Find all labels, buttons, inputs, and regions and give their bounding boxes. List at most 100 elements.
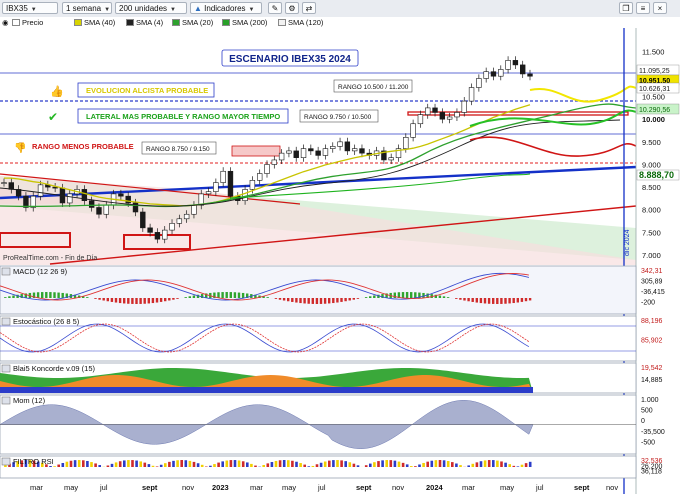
rsi-filter-bar bbox=[356, 465, 360, 467]
rsi-filter-bar bbox=[188, 460, 192, 467]
candle bbox=[498, 65, 504, 81]
candle bbox=[425, 103, 431, 119]
macd-histogram-bar bbox=[65, 293, 68, 298]
macd-histogram-bar bbox=[500, 298, 503, 304]
rsi-filter-bar bbox=[45, 464, 48, 467]
detach-button[interactable]: ❐ bbox=[619, 2, 633, 14]
rsi-filter-bar bbox=[12, 462, 15, 467]
close-button[interactable]: × bbox=[653, 2, 667, 14]
compare-tool-button[interactable]: ⇄ bbox=[302, 2, 316, 14]
series-toggle-sma4[interactable]: SMA (4) bbox=[126, 18, 163, 27]
candle bbox=[140, 207, 146, 232]
series-toggle-precio[interactable]: Precio bbox=[12, 18, 43, 27]
rsi-filter-bar bbox=[262, 464, 265, 467]
settings-tool-button[interactable]: ⚙ bbox=[285, 2, 299, 14]
y-tick-label: 9.000 bbox=[642, 160, 661, 169]
macd-histogram-bar bbox=[118, 298, 122, 304]
rsi-filter-bar bbox=[323, 461, 327, 467]
rsi-filter-bar bbox=[180, 460, 183, 467]
checkbox-icon bbox=[74, 19, 82, 26]
price-chart[interactable]: dic 2024 ESCENARIO IBEX35 2024 EVOLUCION… bbox=[0, 28, 680, 494]
series-toggle-sma40[interactable]: SMA (40) bbox=[74, 18, 115, 27]
macd-histogram-bar bbox=[332, 298, 335, 304]
rsi-filter-bar bbox=[192, 461, 196, 467]
macd-histogram-bar bbox=[282, 298, 286, 301]
rsi-filter-bar bbox=[401, 462, 405, 467]
candle bbox=[30, 192, 36, 212]
pane-tick-label: -500 bbox=[641, 439, 655, 446]
series-toggle-sma120[interactable]: SMA (120) bbox=[278, 18, 323, 27]
pane-label: MACD (12 26 9) bbox=[1, 267, 68, 276]
macd-histogram-bar bbox=[225, 292, 228, 298]
rsi-filter-bar bbox=[147, 464, 151, 467]
series-toggle-sma20[interactable]: SMA (20) bbox=[172, 18, 213, 27]
rsi-filter-bar bbox=[332, 460, 335, 467]
macd-histogram-bar bbox=[315, 298, 319, 304]
rango2-box bbox=[299, 109, 379, 123]
period-select[interactable]: 1 semana ▼ bbox=[62, 2, 112, 14]
symbol-select[interactable]: IBX35 ▼ bbox=[2, 2, 58, 14]
macd-histogram-bar bbox=[344, 298, 347, 302]
macd-histogram-bar bbox=[164, 298, 167, 302]
series-toggle-sma200[interactable]: SMA (200) bbox=[222, 18, 267, 27]
macd-histogram-bar bbox=[188, 296, 191, 298]
macd-histogram-bar bbox=[475, 298, 478, 303]
macd-histogram-bar bbox=[512, 298, 515, 304]
rsi-filter-bar bbox=[86, 460, 89, 467]
rsi-filter-bar bbox=[221, 461, 224, 467]
x-tick-label: may bbox=[64, 483, 78, 492]
macd-histogram-bar bbox=[106, 298, 109, 302]
candle bbox=[351, 144, 358, 155]
rsi-filter-bar bbox=[405, 464, 409, 467]
thumbs-up-icon: 👍 bbox=[50, 85, 64, 98]
candle bbox=[293, 146, 299, 162]
series-toggle-eye[interactable]: ◉ bbox=[2, 18, 9, 27]
pane-label: Blai5 Koncorde v.09 (15) bbox=[1, 364, 95, 373]
candle bbox=[278, 149, 285, 165]
macd-histogram-bar bbox=[528, 298, 532, 301]
y-tick-label: 7.000 bbox=[642, 251, 661, 260]
compare-icon: ⇄ bbox=[305, 4, 313, 13]
macd-histogram-bar bbox=[520, 298, 524, 302]
candle bbox=[227, 167, 234, 201]
macd-histogram-bar bbox=[471, 298, 474, 302]
rsi-filter-bar bbox=[254, 465, 257, 467]
macd-histogram-bar bbox=[463, 298, 466, 301]
x-tick-label: nov bbox=[182, 483, 194, 492]
rsi-filter-bar bbox=[516, 466, 520, 467]
candle bbox=[147, 223, 153, 237]
macd-histogram-bar bbox=[110, 298, 114, 302]
rsi-filter-bar bbox=[336, 460, 339, 467]
rsi-filter-bar bbox=[209, 465, 212, 467]
candle bbox=[359, 144, 365, 158]
check-icon: ✔ bbox=[48, 110, 58, 124]
rsi-filter-bar bbox=[282, 460, 286, 467]
macd-histogram-bar bbox=[57, 292, 60, 298]
macd-histogram-bar bbox=[205, 293, 208, 298]
macd-histogram-bar bbox=[438, 295, 442, 298]
macd-histogram-bar bbox=[319, 298, 323, 304]
macd-histogram-bar bbox=[229, 292, 232, 298]
units-select[interactable]: 200 unidades ▼ bbox=[115, 2, 187, 14]
candle bbox=[176, 214, 183, 228]
rsi-filter-bar bbox=[143, 462, 147, 467]
x-tick-label: sept bbox=[356, 483, 372, 492]
indicators-button[interactable]: ▲ Indicadores ▼ bbox=[190, 2, 262, 14]
x-tick-label: mar bbox=[462, 483, 475, 492]
rsi-filter-bar bbox=[246, 462, 249, 467]
rsi-filter-bar bbox=[274, 460, 278, 467]
series-label: SMA (120) bbox=[288, 18, 324, 27]
close-icon: × bbox=[657, 4, 663, 13]
macd-histogram-bar bbox=[45, 292, 48, 298]
rsi-filter-bar bbox=[106, 465, 110, 467]
y-tick-label: 8.500 bbox=[642, 183, 661, 192]
rsi-filter-bar bbox=[82, 460, 85, 467]
candle bbox=[205, 187, 212, 198]
menu-button[interactable]: ≡ bbox=[636, 2, 650, 14]
pencil-tool-button[interactable]: ✎ bbox=[268, 2, 282, 14]
candle bbox=[118, 189, 124, 201]
x-tick-label: may bbox=[282, 483, 296, 492]
candle bbox=[483, 67, 489, 83]
pane-tick-label: 32,536 bbox=[641, 458, 663, 465]
series-label: SMA (40) bbox=[84, 18, 116, 27]
